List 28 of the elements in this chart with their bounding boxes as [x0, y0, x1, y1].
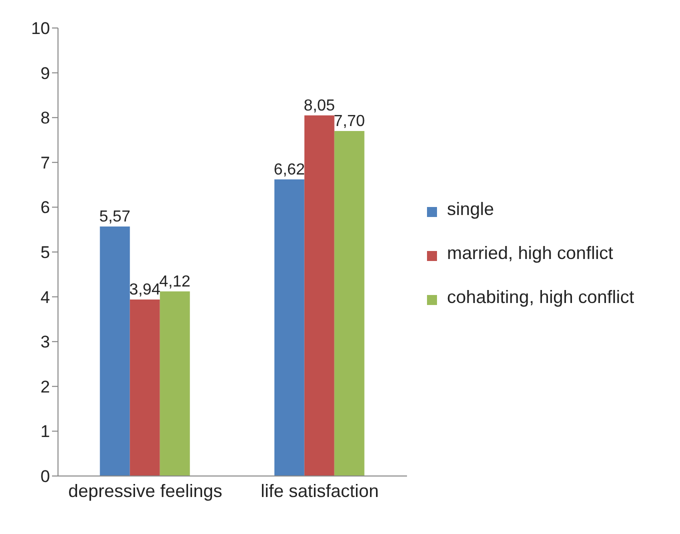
x-tick-label: depressive feelings — [68, 480, 222, 501]
y-tick-label: 10 — [31, 19, 50, 38]
data-label: 8,05 — [304, 97, 336, 114]
legend-label: single — [447, 198, 494, 221]
y-tick-label: 0 — [40, 467, 50, 486]
y-tick-label: 1 — [40, 422, 50, 442]
data-label: 5,57 — [99, 208, 131, 226]
y-tick-label: 7 — [40, 153, 50, 172]
data-label: 6,62 — [274, 161, 306, 178]
bar — [304, 115, 334, 476]
legend-label: married, high conflict — [447, 242, 614, 265]
y-tick-label: 3 — [40, 332, 50, 352]
y-tick-label: 2 — [40, 377, 50, 396]
data-label: 3,94 — [129, 281, 161, 298]
y-tick-label: 4 — [40, 288, 50, 307]
data-label: 7,70 — [334, 113, 366, 130]
y-tick-label: 5 — [40, 243, 50, 262]
data-label: 4,12 — [159, 273, 191, 290]
bar — [100, 226, 130, 476]
y-tick-label: 9 — [40, 64, 50, 83]
bar — [130, 299, 160, 476]
x-tick-label: life satisfaction — [260, 480, 379, 501]
bar — [334, 131, 364, 476]
bar — [160, 291, 190, 476]
y-tick-label: 8 — [40, 108, 50, 128]
bar — [274, 179, 304, 476]
y-tick-label: 6 — [40, 198, 50, 218]
legend-label: cohabiting, high conflict — [447, 286, 634, 309]
